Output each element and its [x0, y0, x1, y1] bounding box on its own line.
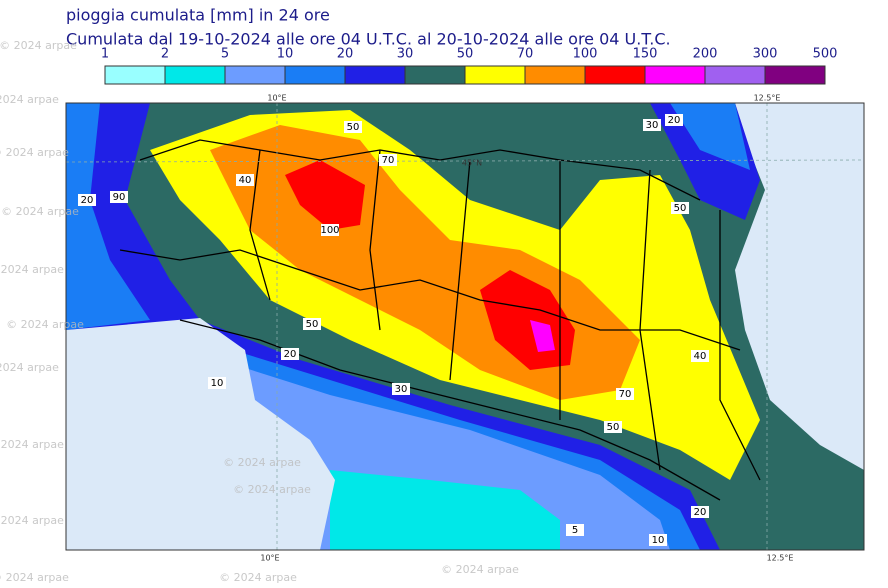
legend-label: 1	[101, 47, 109, 62]
contour-label: 90	[113, 192, 126, 203]
legend-swatch	[284, 65, 346, 85]
contour-label-bg	[321, 224, 339, 236]
legend-label: 100	[573, 47, 598, 62]
contour-label: 10	[652, 535, 665, 546]
watermark: © 2024 arpae	[0, 263, 64, 276]
title: pioggia cumulata [mm] in 24 ore	[66, 6, 330, 25]
contour-label-bg	[236, 174, 254, 186]
contour-label-bg	[303, 318, 321, 330]
watermark: © 2024 arpae	[6, 318, 84, 331]
contour-label: 50	[607, 422, 620, 433]
watermark: © 2024 arpae	[0, 93, 59, 106]
legend: 1 2 5 10 20 30 50 70 100 150 200 300 500	[101, 47, 838, 85]
legend-label: 20	[337, 47, 354, 62]
contour-label: 30	[646, 120, 659, 131]
legend-label: 70	[517, 47, 534, 62]
grid-label: 45°N	[462, 159, 482, 168]
zone-100-150	[285, 160, 575, 370]
legend-label: 5	[221, 47, 229, 62]
contour-label: 5	[572, 525, 578, 536]
contour-label-bg	[604, 421, 622, 433]
contour-label-bg	[379, 154, 397, 166]
contour-label: 20	[284, 349, 297, 360]
contour-label-bg	[208, 377, 226, 389]
legend-label: 500	[813, 47, 838, 62]
watermark: © 2024 arpae	[219, 571, 297, 584]
watermark: © 2024 arpae	[1, 205, 79, 218]
contour-label: 50	[306, 319, 319, 330]
borders	[119, 139, 761, 501]
contour-label-bg	[665, 114, 683, 126]
subtitle: Cumulata dal 19-10-2024 alle ore 04 U.T.…	[66, 30, 671, 49]
contour-label-bg	[649, 534, 667, 546]
grid-label: 12.5°E	[754, 94, 781, 103]
legend-label: 10	[277, 47, 294, 62]
watermark: © 2024 arpae	[441, 563, 519, 576]
map-frame	[65, 102, 865, 551]
watermark: © 2024 arpae	[223, 456, 301, 469]
legend-swatch	[224, 65, 286, 85]
grid-label: 10°E	[260, 554, 279, 563]
legend-swatch	[164, 65, 226, 85]
contour-label-bg	[691, 350, 709, 362]
watermark: © 2024 arpae	[0, 39, 77, 52]
contour-label-bg	[643, 119, 661, 131]
contour-label: 50	[347, 122, 360, 133]
watermark: © 2024 arpae	[0, 438, 64, 451]
contour-label: 20	[668, 115, 681, 126]
contour-label: 40	[694, 351, 707, 362]
legend-swatch	[584, 65, 646, 85]
watermark: © 2024 arpae	[233, 483, 311, 496]
watermark: © 2024 arpae	[0, 571, 69, 584]
legend-swatch	[464, 65, 526, 85]
contour-label-bg	[78, 194, 96, 206]
legend-swatch	[104, 65, 166, 85]
grid-label: 10°E	[267, 94, 286, 103]
legend-swatch	[704, 65, 766, 85]
contour-label-bg	[691, 506, 709, 518]
legend-swatch	[524, 65, 586, 85]
legend-swatch	[644, 65, 706, 85]
legend-label: 30	[397, 47, 414, 62]
contour-label: 30	[395, 384, 408, 395]
contour-label-bg	[281, 348, 299, 360]
zone-2-5	[330, 470, 560, 550]
watermark: © 2024 arpae	[0, 514, 64, 527]
legend-swatch	[344, 65, 406, 85]
contour-label: 70	[619, 389, 632, 400]
contour-label-bg	[671, 202, 689, 214]
contour-label: 100	[320, 225, 339, 236]
graticule	[66, 103, 864, 550]
legend-label: 2	[161, 47, 169, 62]
zone-150-200	[530, 320, 555, 352]
legend-swatch	[764, 65, 826, 85]
contour-label: 70	[382, 155, 395, 166]
grid-label: 12.5°E	[767, 554, 794, 563]
map: 45°N 50 70 30 20 90 20 100 50 20 10 30 70 50 50 5 10 20 40…	[65, 102, 865, 551]
legend-swatch	[404, 65, 466, 85]
watermark: © 2024 arpae	[0, 361, 59, 374]
contour-label: 20	[694, 507, 707, 518]
legend-label: 300	[753, 47, 778, 62]
legend-label: 150	[633, 47, 658, 62]
contour-label: 20	[81, 195, 94, 206]
contour-label-bg	[344, 121, 362, 133]
legend-label: 200	[693, 47, 718, 62]
contour-label-bg	[110, 191, 128, 203]
contour-label: 10	[211, 378, 224, 389]
contour-label-bg	[566, 524, 584, 536]
contour-label-bg	[616, 388, 634, 400]
watermark: © 2024 arpae	[0, 146, 69, 159]
ligurian-sea	[66, 318, 335, 550]
contour-label-bg	[392, 383, 410, 395]
legend-label: 50	[457, 47, 474, 62]
contour-label: 40	[239, 175, 252, 186]
contour-label: 50	[674, 203, 687, 214]
